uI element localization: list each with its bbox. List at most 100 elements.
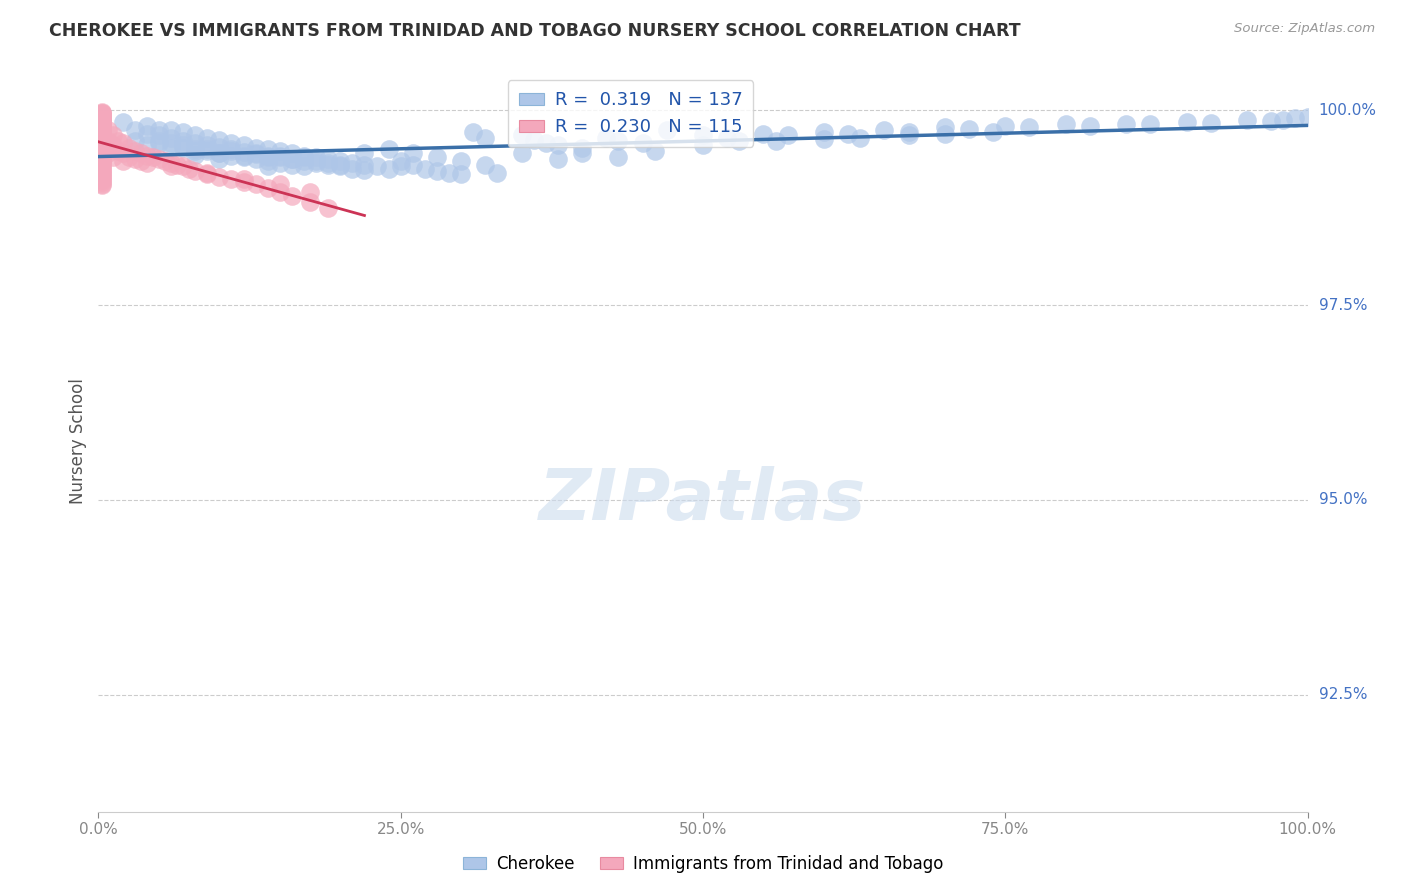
Text: CHEROKEE VS IMMIGRANTS FROM TRINIDAD AND TOBAGO NURSERY SCHOOL CORRELATION CHART: CHEROKEE VS IMMIGRANTS FROM TRINIDAD AND… — [49, 22, 1021, 40]
Point — [91, 136, 114, 150]
Point — [148, 123, 170, 137]
Point — [153, 153, 176, 168]
Point — [91, 120, 114, 134]
Point — [91, 173, 114, 187]
Point — [232, 148, 254, 162]
Point — [91, 108, 114, 122]
Point — [91, 120, 114, 135]
Point — [208, 133, 231, 147]
Point — [245, 147, 267, 161]
Point — [571, 146, 593, 161]
Point — [124, 152, 146, 166]
Point — [91, 136, 114, 150]
Point — [91, 136, 114, 151]
Point — [292, 150, 315, 164]
Point — [91, 117, 114, 131]
Point — [256, 181, 278, 195]
Point — [571, 141, 593, 155]
Point — [91, 177, 114, 191]
Point — [281, 153, 304, 167]
Point — [172, 135, 194, 149]
Point — [1236, 113, 1258, 128]
Point — [474, 158, 496, 172]
Point — [124, 144, 146, 158]
Point — [269, 185, 291, 199]
Point — [195, 142, 218, 156]
Point — [184, 136, 207, 150]
Point — [91, 112, 114, 126]
Point — [994, 119, 1017, 133]
Point — [813, 125, 835, 139]
Point — [281, 189, 304, 203]
Point — [129, 146, 152, 161]
Point — [91, 104, 114, 119]
Point — [91, 129, 114, 144]
Point — [402, 158, 425, 172]
Point — [142, 150, 165, 164]
Point — [111, 146, 134, 161]
Point — [305, 155, 328, 169]
Point — [1199, 116, 1222, 130]
Point — [118, 150, 141, 164]
Point — [91, 142, 114, 156]
Point — [124, 135, 146, 149]
Point — [426, 164, 449, 178]
Point — [208, 140, 231, 154]
Point — [232, 150, 254, 164]
Point — [316, 201, 339, 215]
Point — [299, 185, 322, 199]
Point — [329, 160, 352, 174]
Point — [91, 145, 114, 160]
Point — [148, 135, 170, 149]
Text: ZIPatlas: ZIPatlas — [540, 467, 866, 535]
Point — [366, 160, 388, 174]
Point — [91, 110, 114, 124]
Point — [934, 120, 956, 135]
Point — [91, 129, 114, 144]
Point — [256, 150, 278, 164]
Point — [91, 134, 114, 148]
Point — [91, 124, 114, 138]
Point — [329, 158, 352, 172]
Point — [160, 156, 183, 170]
Point — [160, 136, 183, 150]
Point — [269, 178, 291, 192]
Point — [91, 111, 114, 125]
Point — [1272, 112, 1295, 127]
Point — [91, 111, 114, 125]
Point — [245, 141, 267, 155]
Point — [232, 172, 254, 186]
Point — [195, 130, 218, 145]
Point — [124, 123, 146, 137]
Point — [377, 142, 399, 156]
Point — [329, 153, 352, 168]
Point — [166, 158, 188, 172]
Point — [91, 133, 114, 147]
Point — [232, 175, 254, 189]
Point — [281, 153, 304, 167]
Point — [208, 146, 231, 161]
Point — [91, 169, 114, 183]
Point — [107, 135, 129, 149]
Point — [221, 142, 243, 156]
Point — [1260, 114, 1282, 128]
Point — [716, 130, 738, 145]
Point — [97, 135, 120, 149]
Point — [316, 156, 339, 170]
Point — [91, 125, 114, 139]
Point — [232, 145, 254, 159]
Point — [148, 152, 170, 166]
Point — [849, 130, 872, 145]
Point — [934, 127, 956, 141]
Point — [91, 144, 114, 158]
Point — [957, 122, 980, 136]
Point — [195, 167, 218, 181]
Point — [111, 153, 134, 168]
Point — [607, 150, 630, 164]
Point — [91, 123, 114, 137]
Point — [148, 128, 170, 143]
Point — [316, 158, 339, 172]
Point — [221, 136, 243, 150]
Point — [91, 130, 114, 145]
Point — [91, 113, 114, 128]
